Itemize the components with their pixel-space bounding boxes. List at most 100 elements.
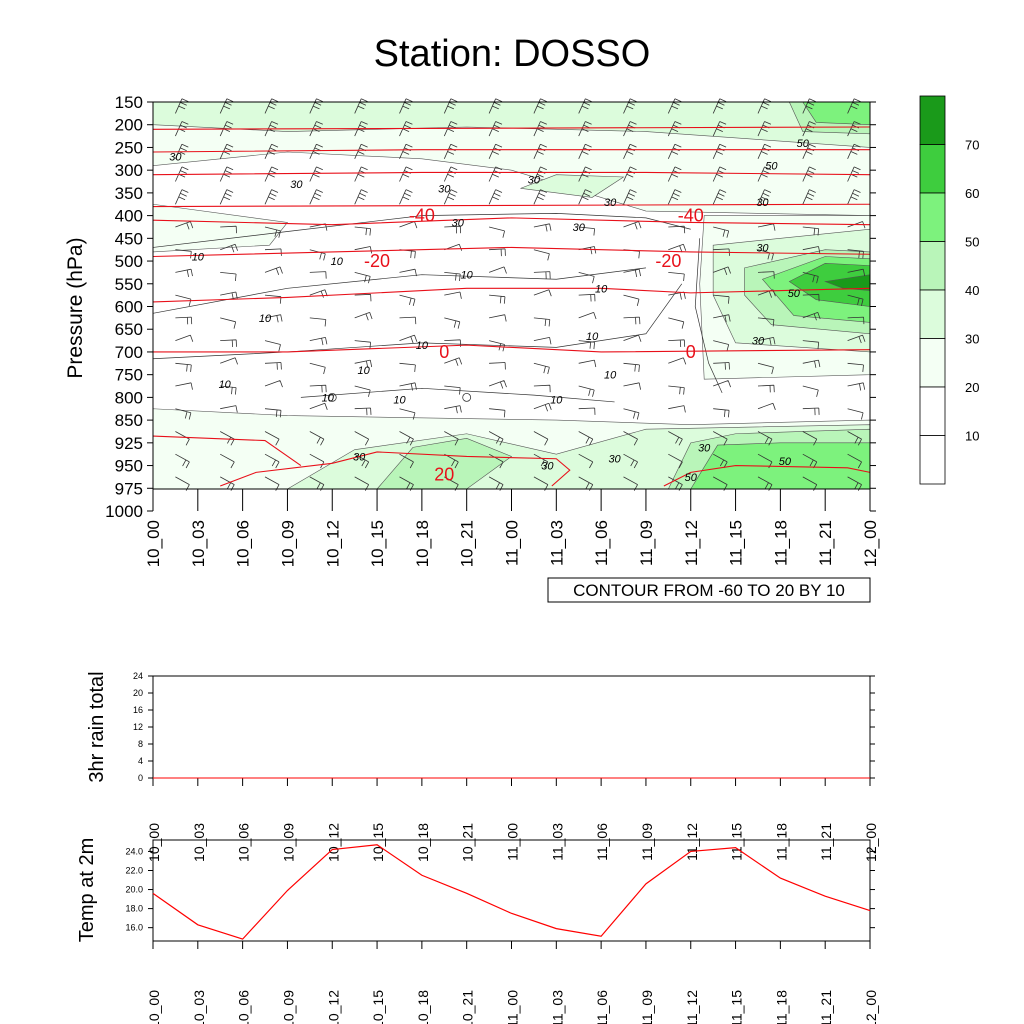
calm-wind-marker [462, 392, 472, 402]
wind-barb [488, 266, 507, 274]
speed-contour-label: 10 [322, 392, 335, 404]
wind-barb [757, 453, 773, 469]
temperature-contour-line-3 [152, 203, 871, 208]
wind-barb [623, 189, 637, 205]
temperature-contour-label: -40 [409, 206, 435, 226]
wind-barb [220, 476, 235, 491]
wind-barb [175, 221, 194, 230]
wind-barb [623, 166, 637, 182]
speed-contour-line-0 [152, 283, 683, 360]
time-tick-label: 11_09 [639, 823, 655, 861]
temperature-contour-label: 0 [686, 342, 696, 362]
wind-barb [757, 223, 776, 231]
wind-barb [354, 98, 368, 114]
wind-barb [802, 407, 820, 416]
wind-barb [713, 340, 730, 352]
time-tick-label: 11_03 [549, 823, 565, 861]
wind-barb [847, 316, 865, 325]
wind-barb [668, 405, 686, 413]
wind-barb [578, 407, 596, 415]
wind-barb [578, 121, 592, 137]
wind-barb [578, 453, 594, 469]
wind-barb [712, 166, 727, 182]
wind-barb [444, 476, 459, 491]
time-tick-label: 11_18 [771, 520, 790, 566]
wind-barb [667, 189, 682, 205]
wind-barb [667, 166, 682, 182]
wind-barb [264, 380, 283, 388]
wind-barb [533, 317, 551, 327]
wind-barb [309, 143, 323, 159]
wind-barb [578, 246, 597, 255]
wind-barb [623, 98, 637, 114]
wind-barb [802, 246, 821, 254]
speed-contour-label: 10 [586, 331, 599, 343]
time-tick-label: 10_03 [189, 520, 208, 567]
rain-axis: 0 4 8 12 16 20 24 [133, 671, 875, 783]
wind-barb [444, 243, 463, 251]
wind-barb [847, 431, 862, 446]
speed-contour-label: 50 [797, 138, 810, 150]
time-tick-label: 11_21 [816, 520, 835, 566]
wind-barb [264, 314, 283, 323]
wind-barb [802, 340, 820, 350]
pressure-tick-label: 150 [115, 93, 143, 112]
wind-barb [309, 337, 328, 346]
temperature-contour-label: 0 [439, 342, 449, 362]
wind-barb [533, 271, 551, 279]
speed-contour-label: 10 [219, 379, 232, 391]
contour-labels: -40 -40 -20 -20 0 0 20 30 30 30 30 30 30 30 30 30 30 30 30… [169, 138, 809, 485]
rain-tick-label: 0 [138, 773, 143, 783]
speed-contour-label: 10 [595, 283, 608, 295]
wind-barb [354, 189, 368, 205]
wind-barb [802, 312, 821, 321]
wind-barb [444, 385, 461, 395]
wind-speed-shading [152, 101, 871, 490]
wind-barb [847, 334, 866, 344]
wind-barb [399, 98, 413, 114]
wind-barb [668, 317, 685, 329]
speed-contour-label: 10 [259, 313, 272, 325]
wind-barb [309, 402, 328, 410]
wind-barb [309, 362, 326, 375]
wind-barb [757, 189, 772, 205]
wind-barb [847, 362, 864, 372]
temp-axis: 16.0 18.0 20.0 22.0 24.0 [125, 846, 875, 933]
temp-tick-label: 20.0 [125, 885, 143, 895]
wind-barb [264, 340, 281, 352]
temperature-contour-line-7 [153, 344, 871, 353]
time-axis: 10_00 10_03 10_06 10_09 10_12 10_15 10_18 10_21… [144, 489, 880, 567]
wind-barb [623, 476, 638, 491]
temperature-contour-label: -20 [655, 251, 681, 271]
wind-barb [399, 294, 416, 307]
temperature-contour-line-1 [152, 149, 870, 153]
temperature-contour-line-2 [152, 171, 871, 176]
wind-barb [264, 453, 280, 469]
speed-contour-label: 10 [331, 256, 344, 268]
wind-barb [757, 362, 774, 375]
speed-contour-line-1 [152, 267, 646, 314]
speed-contour-label: 30 [573, 222, 586, 234]
wind-barb [264, 431, 280, 446]
time-tick-label: 11_09 [637, 520, 656, 566]
rain-tick-label: 12 [133, 722, 143, 732]
rain-tick-label: 4 [138, 756, 143, 766]
wind-barb [533, 431, 549, 446]
speed-contour-label: 30 [608, 454, 621, 466]
wind-barb [175, 316, 193, 325]
time-tick-label: 10_06 [234, 520, 253, 567]
wind-barb [354, 453, 370, 469]
wind-barb [220, 385, 237, 395]
wind-barb [175, 268, 193, 277]
wind-barb [578, 143, 592, 159]
colorbar-label: 20 [965, 380, 979, 395]
time-tick-label: 12_00 [863, 823, 879, 862]
wind-barb [309, 166, 323, 182]
wind-barb [175, 98, 189, 114]
pressure-tick-label: 800 [115, 388, 143, 407]
wind-barb [847, 98, 861, 114]
wind-barb [668, 243, 687, 253]
wind-barb [533, 223, 552, 232]
wind-barb [533, 166, 547, 182]
